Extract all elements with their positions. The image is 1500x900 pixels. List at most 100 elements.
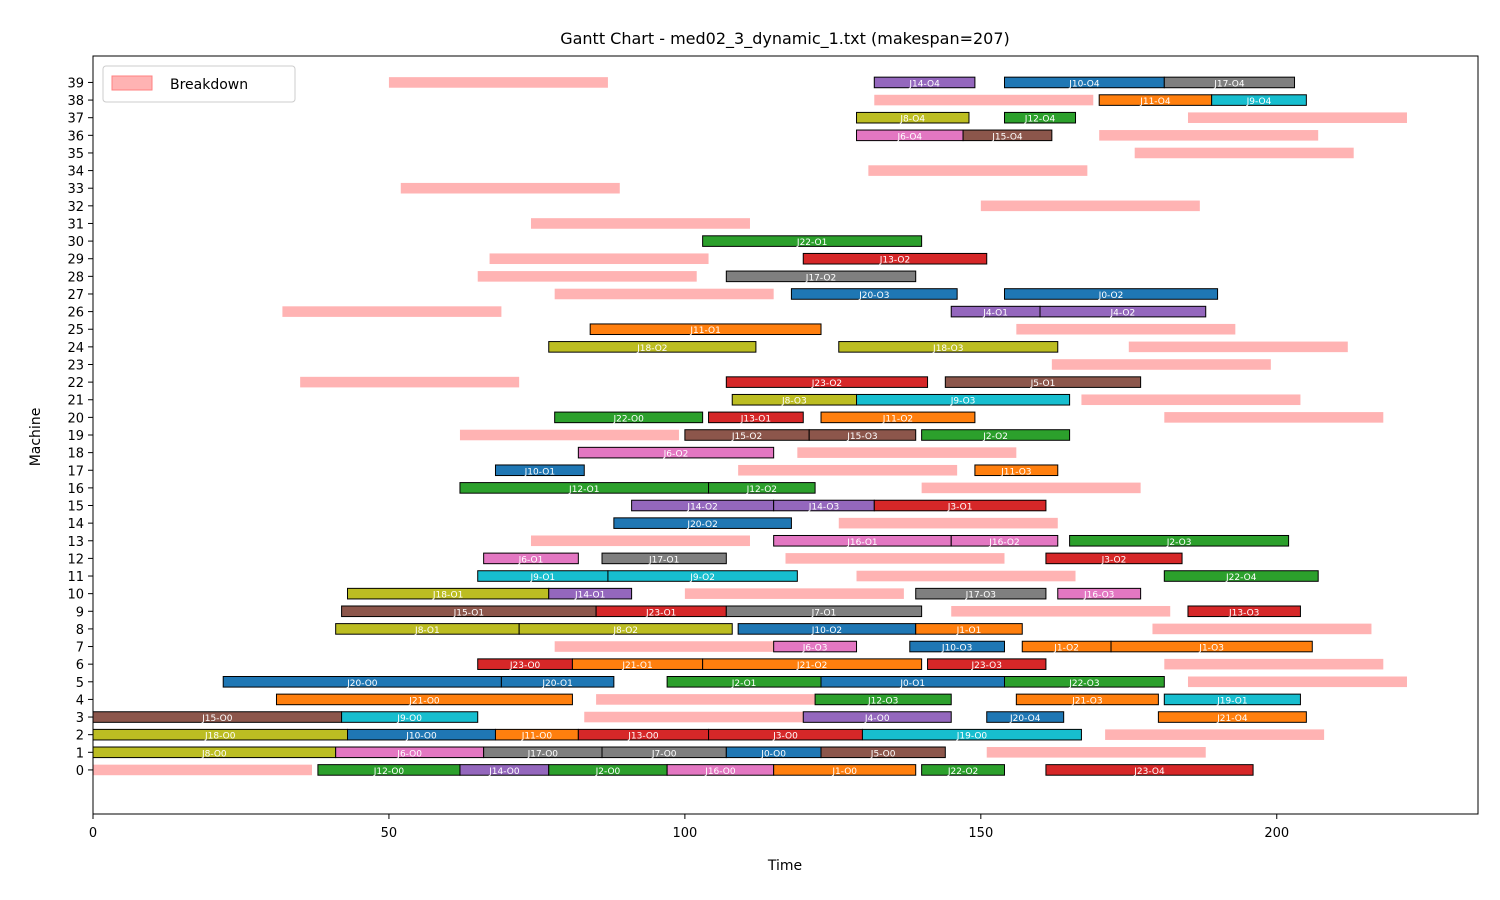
task-J20-O1: J20-O1 [500,676,615,689]
task-label: J0-O0 [760,749,786,759]
task-J14-O0: J14-O0 [459,764,550,777]
y-tick-label: 21 [67,394,84,409]
task-J14-O1: J14-O1 [548,587,633,601]
task-J18-O3: J18-O3 [838,341,1059,354]
task-J8-O3: J8-O3 [731,393,858,407]
x-axis-label: Time [767,858,802,874]
task-bar [548,587,633,600]
task-J8-O1: J8-O1 [335,623,520,636]
task-bar [1211,94,1307,106]
task-label: J21-O0 [408,696,440,706]
task-J4-O0: J4-O0 [802,711,952,724]
breakdown-bar-m24 [1128,341,1348,353]
task-bar [483,552,579,565]
breakdown-bar-m25 [1016,323,1236,335]
task-J4-O1: J4-O1 [950,305,1041,319]
task-label: J8-O2 [612,626,638,636]
task-J4-O2: J4-O2 [1039,305,1207,319]
task-J8-O2: J8-O2 [518,623,733,636]
breakdown-bar-m20 [1164,412,1384,423]
task-J17-O4: J17-O4 [1163,76,1296,89]
task-J20-O4: J20-O4 [986,711,1065,724]
breakdown-bar-m7 [554,641,774,652]
task-label: J18-O1 [432,591,463,601]
task-bar [518,623,733,635]
breakdown-bar-m9 [951,605,1171,617]
task-label: J23-O2 [811,379,842,389]
task-label: J20-O1 [541,679,572,689]
task-label: J0-O2 [1098,291,1124,301]
task-label: J9-O0 [396,714,422,724]
breakdown-bar-m19 [459,429,679,441]
task-bar [1163,570,1319,582]
task-label: J15-O1 [453,608,484,618]
breakdown-bar-m2 [1105,729,1325,740]
task-label: J2-O3 [1166,538,1192,548]
task-bar [708,411,804,424]
task-label: J14-O4 [908,79,940,89]
task-bar [1045,552,1183,565]
y-tick-label: 7 [76,641,84,656]
task-label: J1-O2 [1053,644,1079,654]
task-J23-O2: J23-O2 [725,376,929,389]
task-J0-O0: J0-O0 [725,746,822,759]
task-J23-O4: J23-O4 [1045,764,1254,777]
task-label: J7-O0 [651,749,677,759]
y-tick-label: 39 [67,76,84,91]
task-label: J4-O1 [982,309,1008,319]
task-J22-O3: J22-O3 [1003,676,1165,689]
task-bar [725,605,923,618]
task-label: J20-O0 [346,679,378,689]
y-tick-label: 26 [67,306,84,321]
task-bar [773,640,858,653]
task-label: J17-O2 [805,273,836,283]
breakdown-bar-m16 [921,482,1141,494]
task-label: J15-O3 [846,432,877,442]
task-bar [607,570,798,582]
task-bar [702,658,923,670]
task-J12-O0: J12-O0 [317,764,461,777]
task-J20-O2: J20-O2 [613,517,792,530]
task-label: J12-O4 [1024,115,1056,125]
task-J2-O0: J2-O0 [548,764,668,777]
task-bar [500,676,615,688]
task-label: J8-O0 [201,749,227,759]
task-label: J17-O0 [527,749,559,759]
task-bar [802,711,952,723]
breakdown-bar-m4 [596,694,816,705]
task-bar [341,711,479,723]
task-J2-O1: J2-O1 [666,676,822,689]
task-bar [708,482,816,494]
y-tick-label: 28 [67,270,84,285]
y-tick-label: 33 [67,182,84,197]
y-tick-label: 17 [67,464,84,479]
task-J14-O4: J14-O4 [873,76,976,89]
task-label: J10-O4 [1068,79,1100,89]
task-J17-O0: J17-O0 [483,746,603,759]
task-J10-O1: J10-O1 [494,464,585,477]
task-bar [589,323,822,336]
task-label: J18-O3 [932,344,963,354]
y-tick-label: 13 [67,535,84,550]
y-tick-label: 24 [67,341,84,356]
task-J15-O1: J15-O1 [341,605,597,618]
task-bar [1069,534,1290,547]
task-bar [1187,605,1301,618]
task-J20-O3: J20-O3 [790,288,958,301]
task-label: J10-O1 [524,467,555,477]
task-bar [554,411,704,424]
breakdown-bar-m11 [856,570,1076,582]
task-J13-O0: J13-O0 [577,728,710,742]
y-tick-label: 3 [76,711,84,726]
breakdown-bar-m28 [477,271,697,282]
y-tick-label: 34 [67,165,84,180]
task-bar [275,693,573,706]
task-label: J21-O4 [1216,714,1248,724]
y-axis-ticks: 0123456789101112131415161718192021222324… [67,76,93,779]
task-label: J19-O1 [1216,696,1247,706]
task-label: J13-O3 [1228,608,1259,618]
task-J21-O2: J21-O2 [702,658,923,671]
y-tick-label: 10 [67,588,84,603]
task-label: J6-O0 [396,749,422,759]
